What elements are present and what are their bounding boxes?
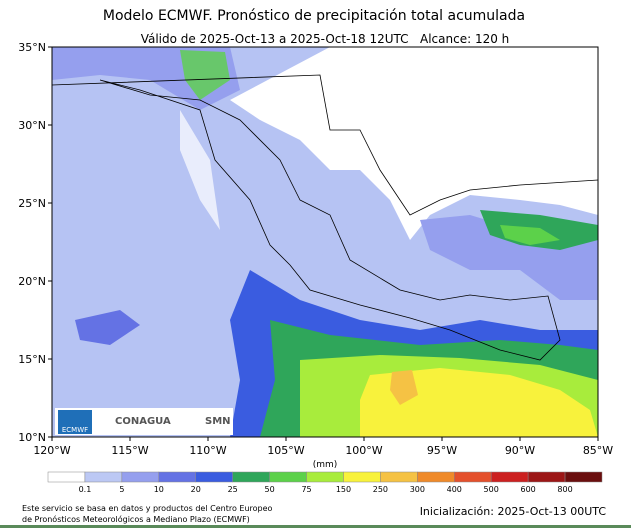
colorbar-unit: (mm): [313, 460, 338, 470]
colorbar-label: 50: [265, 485, 275, 494]
map-field: [52, 47, 598, 437]
colorbar-swatch: [343, 471, 381, 483]
logo-smn: SMN: [205, 416, 231, 427]
lon-label: 105°W: [267, 444, 304, 457]
map-frame: [51, 46, 599, 438]
lon-label: 90°W: [505, 444, 535, 457]
lon-label: 85°W: [583, 444, 613, 457]
bottom-strip: [0, 525, 631, 528]
colorbar-swatch: [417, 471, 455, 483]
colorbar-label: 600: [520, 485, 535, 494]
lon-label: 100°W: [345, 444, 382, 457]
lon-label: 115°W: [111, 444, 148, 457]
colorbar-swatch: [564, 471, 603, 483]
colorbar-swatch: [269, 471, 307, 483]
colorbar-label: 500: [484, 485, 499, 494]
colorbar-swatch: [490, 471, 529, 483]
colorbar-swatch: [306, 471, 344, 483]
colorbar-swatch: [527, 471, 566, 483]
subtitle: Válido de 2025-Oct-13 a 2025-Oct-18 12UT…: [141, 32, 510, 46]
lat-label: 35°N: [18, 41, 46, 54]
footer-source-2: de Pronósticos Meteorológicos a Mediano …: [22, 514, 250, 524]
colorbar-label: 0.1: [79, 485, 92, 494]
colorbar-label: 25: [228, 485, 238, 494]
colorbar-swatch: [232, 471, 270, 483]
lat-label: 15°N: [18, 353, 46, 366]
lat-label: 10°N: [18, 431, 46, 444]
logo-conagua: CONAGUA: [115, 416, 171, 427]
colorbar-swatch: [454, 471, 492, 483]
lon-label: 110°W: [189, 444, 226, 457]
lon-label: 95°W: [427, 444, 457, 457]
footer-init: Inicialización: 2025-Oct-13 00UTC: [420, 505, 607, 518]
lon-label: 120°W: [33, 444, 70, 457]
logo-strip: ECMWF CONAGUA SMN: [55, 408, 233, 435]
colorbar-label: 75: [301, 485, 311, 494]
colorbar-swatch: [195, 471, 233, 483]
colorbar-swatch: [47, 471, 86, 483]
title: Modelo ECMWF. Pronóstico de precipitació…: [103, 8, 525, 24]
lat-label: 20°N: [18, 275, 46, 288]
colorbar-label: 20: [191, 485, 201, 494]
colorbar-swatch: [380, 471, 418, 483]
colorbar-label: 250: [373, 485, 388, 494]
colorbar-label: 10: [154, 485, 164, 494]
colorbar-swatch: [158, 471, 196, 483]
colorbar-label: 300: [410, 485, 425, 494]
colorbar-label: 400: [447, 485, 462, 494]
footer-source-1: Este servicio se basa en datos y product…: [22, 504, 273, 513]
logo-ecmwf: ECMWF: [62, 426, 88, 434]
colorbar-label: 5: [119, 485, 124, 494]
colorbar-swatch: [121, 471, 160, 483]
lat-label: 25°N: [18, 197, 46, 210]
colorbar-label: 150: [336, 485, 351, 494]
colorbar-label: 800: [557, 485, 572, 494]
colorbar-swatch: [84, 471, 123, 483]
lat-label: 30°N: [18, 119, 46, 132]
